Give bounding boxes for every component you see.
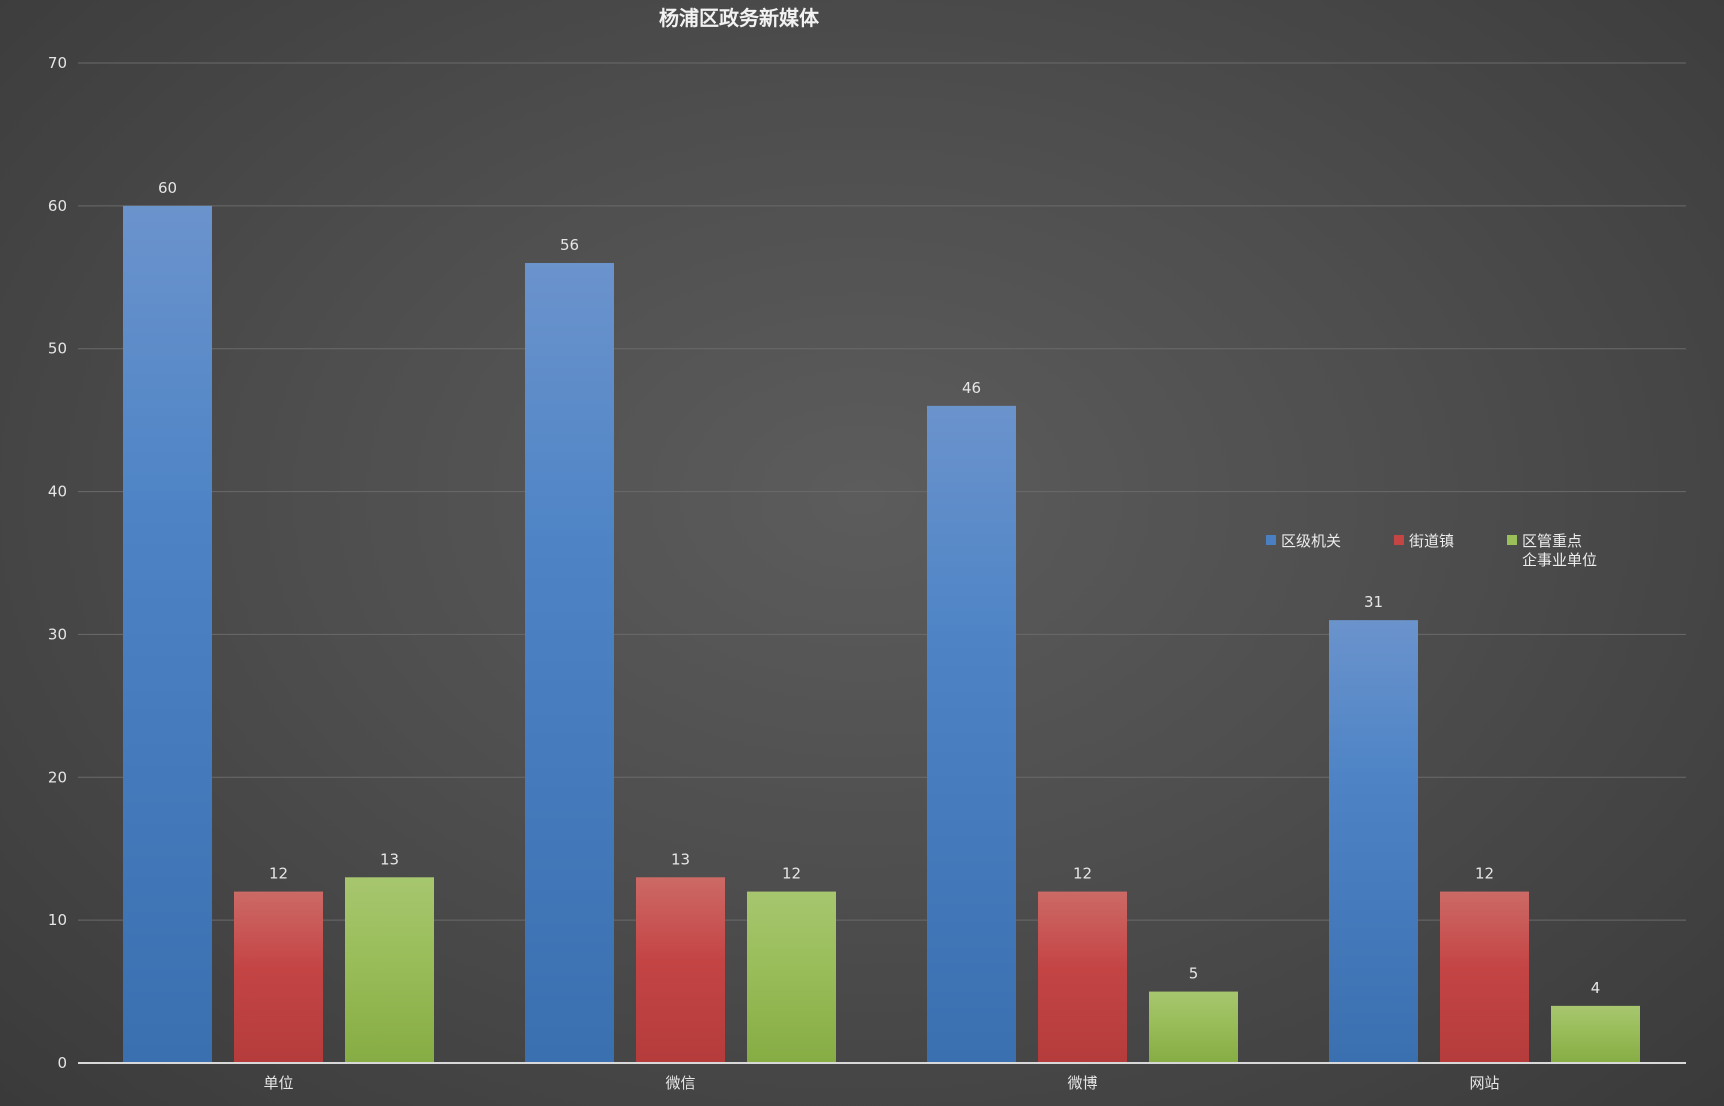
bar (1440, 891, 1529, 1063)
y-axis-ticks: 0 10 20 30 40 50 60 70 (48, 54, 67, 1072)
data-label: 12 (269, 865, 288, 883)
data-label: 5 (1189, 965, 1199, 983)
y-tick-label: 70 (48, 54, 67, 72)
data-label: 12 (1073, 865, 1092, 883)
bar (1551, 1005, 1640, 1063)
legend-label: 区管重点企事业单位 (1522, 532, 1597, 569)
data-label: 46 (962, 379, 981, 397)
legend-swatch (1266, 535, 1276, 545)
bar (234, 891, 323, 1063)
y-tick-label: 50 (48, 340, 67, 358)
bar (1329, 620, 1418, 1063)
legend-swatch (1507, 535, 1517, 545)
bar (636, 877, 725, 1063)
bar (1149, 991, 1238, 1063)
x-category-label: 微信 (665, 1074, 695, 1092)
legend-label: 区级机关 (1281, 532, 1341, 550)
data-label: 56 (560, 236, 579, 254)
y-tick-label: 0 (57, 1054, 67, 1072)
y-tick-label: 20 (48, 768, 67, 786)
data-label: 12 (1475, 865, 1494, 883)
data-label: 12 (782, 865, 801, 883)
data-label: 60 (158, 179, 177, 197)
y-tick-label: 10 (48, 911, 67, 929)
bars (123, 205, 1640, 1063)
x-category-label: 网站 (1469, 1074, 1499, 1092)
data-label: 13 (380, 850, 399, 868)
y-tick-label: 40 (48, 483, 67, 501)
bar (123, 205, 212, 1063)
bar (525, 263, 614, 1063)
x-category-label: 单位 (263, 1074, 293, 1092)
data-label: 13 (671, 850, 690, 868)
bar (345, 877, 434, 1063)
gridlines (78, 62, 1686, 921)
legend-label: 街道镇 (1409, 532, 1454, 550)
bar (927, 405, 1016, 1063)
legend: 区级机关 街道镇 区管重点企事业单位 (1266, 532, 1597, 569)
y-tick-label: 30 (48, 625, 67, 643)
x-axis-categories: 单位 微信 微博 网站 (263, 1074, 1499, 1092)
bar (747, 891, 836, 1063)
x-category-label: 微博 (1067, 1074, 1097, 1092)
data-labels: 60 12 13 56 13 12 46 12 5 31 12 4 (158, 179, 1600, 997)
data-label: 4 (1591, 979, 1601, 997)
chart-title: 杨浦区政务新媒体 (659, 6, 820, 30)
legend-swatch (1394, 535, 1404, 545)
y-tick-label: 60 (48, 197, 67, 215)
data-label: 31 (1364, 593, 1383, 611)
bar (1038, 891, 1127, 1063)
